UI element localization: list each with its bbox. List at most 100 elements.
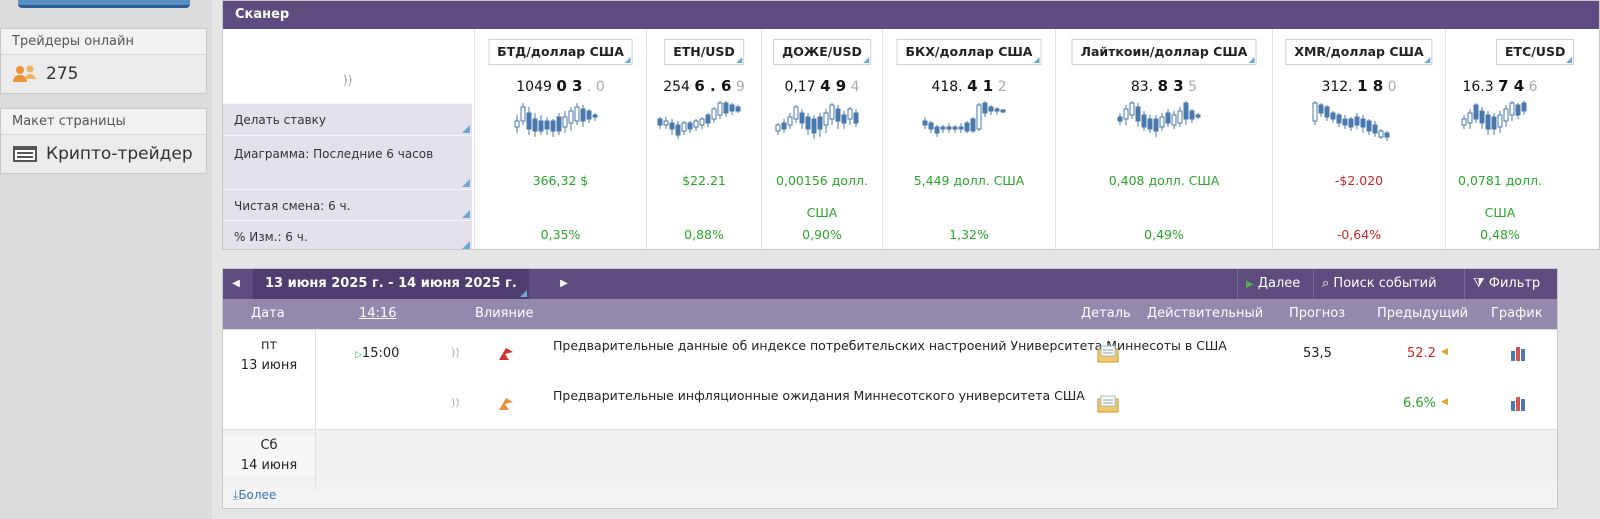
- traders-online-title: Трейдеры онлайн: [1, 29, 206, 55]
- event-previous: 6.6%: [1403, 396, 1437, 411]
- price-bold: 0 3: [556, 77, 583, 95]
- filter-icon: ⧩: [1473, 276, 1485, 291]
- scanner-col-xmr: XMR/доллар США 312. 1 8 0 -$2.020 -0,64%: [1272, 29, 1445, 249]
- price-dim: 6: [1528, 79, 1538, 95]
- filter-button[interactable]: ⧩ Фильтр: [1464, 269, 1548, 299]
- price-main: 254: [663, 79, 690, 95]
- calendar-toolbar: ◀ 13 июня 2025 г. - 14 июня 2025 г. ▶ ▶ …: [223, 269, 1557, 299]
- detail-folder-icon[interactable]: [1097, 345, 1119, 363]
- price-bold: 6 . 6: [694, 77, 732, 95]
- pair-selector[interactable]: БТД/доллар США: [488, 39, 633, 65]
- col-forecast: Прогноз: [1289, 306, 1346, 321]
- col-time[interactable]: 14:16: [359, 306, 397, 321]
- day-name: Сб: [260, 438, 278, 453]
- high-impact-icon: [499, 348, 513, 360]
- search-label: Поиск событий: [1333, 276, 1437, 291]
- day-name: пт: [260, 338, 278, 353]
- net-change: 0,00156 долл. США: [776, 173, 868, 220]
- pair-selector[interactable]: Лайткоин/доллар США: [1071, 39, 1257, 65]
- price: 312. 1 8 0: [1273, 77, 1445, 95]
- price-main: 83.: [1130, 79, 1154, 95]
- bar-chart-icon[interactable]: [1509, 345, 1529, 361]
- price-bold: 4 1: [967, 77, 994, 95]
- page-layout-panel: Макет страницы Крипто-трейдер: [0, 108, 207, 174]
- candlestick-chart[interactable]: [921, 99, 1017, 143]
- scanner-col-eth: ETH/USD 254 6 . 6 9 $22.21 0,88%: [646, 29, 761, 249]
- scanner-panel: Сканер )) Делать ставку Диаграмма: После…: [222, 0, 1600, 250]
- scanner-col-bch: БКХ/доллар США 418. 4 1 2 5,449 долл. СШ…: [882, 29, 1055, 249]
- pulse-icon: )): [451, 396, 460, 409]
- candlestick-chart[interactable]: [1311, 99, 1407, 143]
- label-pct-change[interactable]: % Изм.: 6 ч.: [223, 220, 472, 249]
- search-icon: ⌕: [1322, 276, 1330, 291]
- more-label: Более: [238, 488, 277, 502]
- price-bold: 7 4: [1498, 77, 1525, 95]
- event-time-text: 15:00: [361, 346, 400, 361]
- col-previous: Предыдущий: [1377, 306, 1469, 321]
- price-dim: 9: [735, 79, 745, 95]
- page-layout-value: Крипто-трейдер: [46, 144, 193, 164]
- top-button[interactable]: [18, 0, 190, 8]
- label-chart-text: Диаграмма: Последние 6 часов: [234, 147, 434, 161]
- event-title[interactable]: Предварительные инфляционные ожидания Ми…: [553, 388, 1085, 403]
- day-row-friday: пт 13 июня ▷15:00 )) Предварительные данн…: [223, 329, 1557, 429]
- candlestick-chart[interactable]: [511, 99, 611, 143]
- event-forecast: 53,5: [1303, 346, 1332, 361]
- label-net-change[interactable]: Чистая смена: 6 ч.: [223, 189, 472, 220]
- search-events-button[interactable]: ⌕ Поиск событий: [1313, 269, 1445, 299]
- price-dim: 5: [1188, 79, 1198, 95]
- net-change: 0,408 долл. США: [1108, 173, 1220, 188]
- event-title[interactable]: Предварительные данные об индексе потреб…: [553, 338, 1227, 353]
- medium-impact-icon: [499, 398, 513, 410]
- price-main: 418.: [931, 79, 963, 95]
- pair-selector[interactable]: БКХ/доллар США: [896, 39, 1042, 65]
- scanner-title: Сканер: [223, 1, 1599, 29]
- next-label: Далее: [1257, 276, 1301, 291]
- layout-icon: [13, 146, 37, 162]
- label-chart[interactable]: Диаграмма: Последние 6 часов: [223, 135, 472, 189]
- pair-selector[interactable]: ETH/USD: [664, 39, 744, 65]
- col-detail: Деталь: [1081, 306, 1131, 321]
- next-arrow-icon[interactable]: ▶: [560, 278, 568, 289]
- label-bet[interactable]: Делать ставку: [223, 103, 472, 135]
- bar-chart-icon[interactable]: [1509, 395, 1529, 411]
- traders-online-count: 275: [46, 64, 79, 84]
- net-change: $22.21: [682, 173, 726, 188]
- calendar-header-row: Дата 14:16 Влияние Деталь Действительный…: [223, 299, 1557, 329]
- candlestick-chart[interactable]: [656, 99, 752, 143]
- scanner-col-ltc: Лайткоин/доллар США 83. 8 3 5 0,408 долл…: [1055, 29, 1272, 249]
- pair-selector[interactable]: ДОЖЕ/USD: [773, 39, 871, 65]
- event-previous: 52.2: [1407, 346, 1436, 361]
- next-button[interactable]: ▶ Далее: [1237, 269, 1308, 299]
- date-range-selector[interactable]: 13 июня 2025 г. - 14 июня 2025 г.: [253, 269, 529, 299]
- column-divider: [315, 329, 316, 489]
- load-more-link[interactable]: ⤓Более: [233, 488, 276, 503]
- label-pct-text: % Изм.: 6 ч.: [234, 230, 308, 244]
- candlestick-chart[interactable]: [774, 99, 870, 143]
- price: 418. 4 1 2: [883, 77, 1055, 95]
- candlestick-chart[interactable]: [1460, 99, 1540, 143]
- price-sep: .: [582, 79, 596, 95]
- day-row-saturday: Сб 14 июня: [223, 429, 1557, 481]
- price-dim: 4: [850, 79, 860, 95]
- col-date: Дата: [251, 306, 285, 321]
- price-main: 0,17: [784, 79, 816, 95]
- day-date: 14 июня: [240, 458, 298, 473]
- candlestick-chart[interactable]: [1116, 99, 1212, 143]
- label-net-text: Чистая смена: 6 ч.: [234, 199, 351, 213]
- scanner-row-labels: )) Делать ставку Диаграмма: Последние 6 …: [223, 29, 474, 249]
- sidebar: Трейдеры онлайн 275 Макет страницы Крипт…: [0, 0, 212, 519]
- detail-folder-icon[interactable]: [1097, 395, 1119, 413]
- filter-label: Фильтр: [1488, 276, 1541, 291]
- pct-change: 0,35%: [540, 227, 581, 242]
- price-dim: 0: [595, 79, 605, 95]
- page-layout-selector[interactable]: Крипто-трейдер: [1, 135, 206, 173]
- page-layout-title: Макет страницы: [1, 109, 206, 135]
- pair-selector[interactable]: ETC/USD: [1496, 39, 1575, 65]
- pct-change: 0,49%: [1144, 227, 1184, 242]
- pair-selector[interactable]: XMR/доллар США: [1285, 39, 1433, 65]
- price: 254 6 . 6 9: [647, 77, 761, 95]
- prev-arrow-icon[interactable]: ◀: [232, 278, 240, 289]
- pct-change: 0,90%: [802, 227, 842, 242]
- pulse-icon: )): [343, 73, 353, 87]
